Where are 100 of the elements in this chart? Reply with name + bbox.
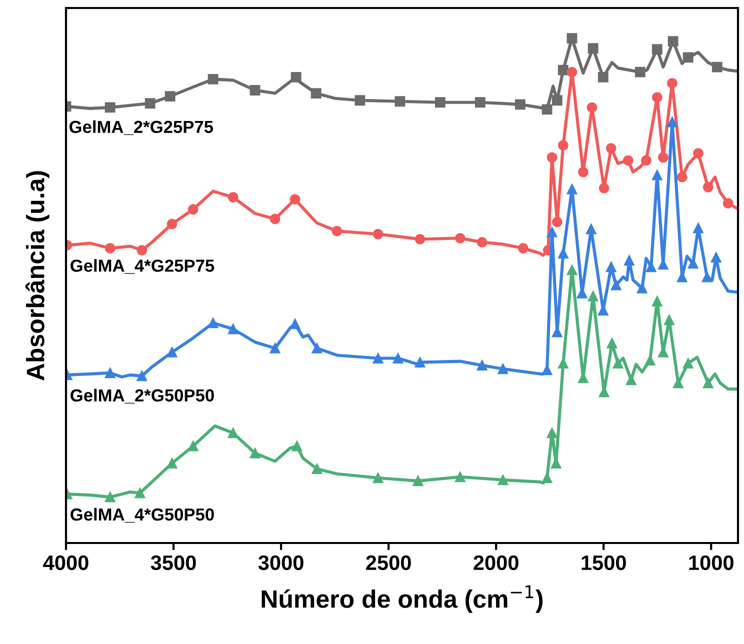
point (208, 318, 218, 328)
series-label: GelMA_2*G25P75 (69, 120, 214, 136)
point (292, 440, 302, 452)
point (104, 102, 116, 113)
point (676, 172, 688, 182)
point (542, 104, 552, 115)
point (228, 192, 238, 202)
point (682, 52, 694, 63)
point (702, 378, 714, 388)
x-tick-label: 1500 (582, 555, 626, 570)
point (104, 243, 116, 254)
point (598, 72, 608, 82)
point (454, 472, 466, 482)
point (392, 353, 404, 364)
y-axis-title: Absorbância (u.a) (25, 171, 50, 380)
point (414, 234, 426, 244)
point (622, 155, 634, 166)
point (228, 428, 238, 438)
x-tick-label: 4000 (43, 555, 88, 570)
point (372, 472, 384, 484)
point (134, 488, 146, 498)
point (498, 474, 508, 486)
point (606, 338, 618, 348)
point (606, 262, 616, 272)
point (546, 428, 558, 438)
x-tick-label: 2500 (366, 555, 411, 570)
point (166, 218, 178, 230)
point (412, 476, 424, 486)
point (498, 364, 508, 374)
point (588, 43, 598, 54)
point (290, 72, 302, 82)
point (290, 194, 300, 204)
point (652, 296, 662, 306)
x-axis-title: Número de onda (cm$^{−1}$) (262, 585, 543, 613)
point (310, 88, 322, 99)
point (702, 272, 712, 282)
point (578, 166, 588, 178)
point (652, 92, 662, 103)
point (598, 182, 610, 194)
point (652, 170, 662, 180)
point (688, 258, 698, 269)
point (566, 184, 578, 194)
point (250, 85, 260, 96)
point (394, 96, 406, 107)
point (722, 198, 734, 209)
point (658, 152, 668, 163)
point (668, 36, 678, 47)
point (710, 252, 722, 263)
point (312, 464, 322, 474)
point (250, 448, 260, 458)
series-label: GelMA_2*G50P50 (70, 388, 214, 404)
point (188, 440, 198, 452)
point (588, 290, 598, 302)
point (666, 116, 678, 128)
point (558, 248, 568, 258)
point (558, 64, 568, 76)
series-label: GelMA_4*G50P50 (70, 508, 214, 523)
point (476, 360, 488, 371)
point (702, 182, 714, 192)
point (624, 255, 634, 266)
series-label: GelMA_4*G25P75 (70, 259, 214, 274)
point (454, 232, 466, 244)
point (354, 95, 366, 106)
point (208, 74, 218, 84)
point (372, 353, 384, 364)
point (558, 140, 568, 150)
point (652, 44, 662, 55)
point (566, 264, 578, 276)
point (640, 155, 652, 166)
point (518, 243, 528, 254)
point (514, 99, 526, 110)
point (552, 216, 562, 228)
point (188, 204, 198, 215)
point (664, 314, 674, 326)
x-tick-label: 3500 (150, 555, 196, 570)
point (546, 226, 558, 238)
point (332, 226, 342, 236)
point (104, 368, 116, 378)
point (166, 458, 178, 468)
point (270, 342, 280, 354)
point (586, 102, 598, 113)
point (566, 66, 578, 78)
point (166, 347, 178, 358)
point (312, 342, 322, 354)
point (712, 62, 722, 72)
point (558, 358, 568, 369)
point (136, 245, 148, 256)
point (228, 324, 238, 334)
point (626, 374, 636, 386)
point (474, 97, 486, 108)
point (476, 236, 488, 248)
point (542, 472, 552, 484)
point (693, 222, 704, 234)
point (136, 370, 148, 382)
point (434, 97, 446, 108)
x-tick-label: 2000 (474, 555, 518, 570)
point (372, 228, 384, 240)
point (270, 214, 280, 224)
point (566, 33, 578, 44)
point (552, 95, 562, 106)
